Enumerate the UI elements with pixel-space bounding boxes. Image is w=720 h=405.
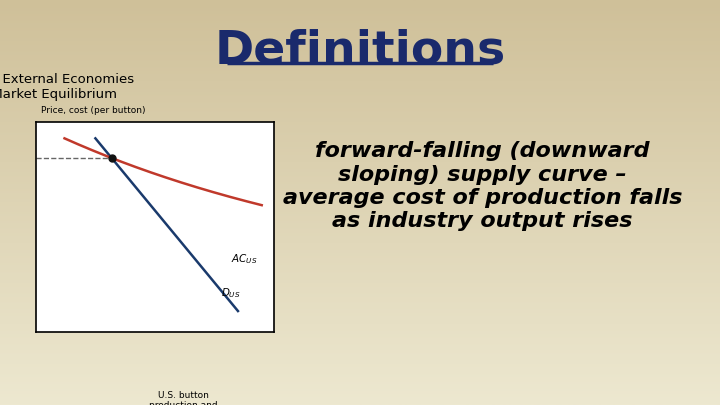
Text: Price, cost (per button): Price, cost (per button) [41,106,145,115]
Text: $D_{US}$: $D_{US}$ [221,286,241,300]
Text: forward-falling (downward
sloping) supply curve –
average cost of production fal: forward-falling (downward sloping) suppl… [283,141,682,231]
Text: Fig. 7-1: External Economies
and Market Equilibrium: Fig. 7-1: External Economies and Market … [0,73,134,101]
Text: U.S. button
production and
consumption: U.S. button production and consumption [149,391,217,405]
Text: Definitions: Definitions [215,28,505,73]
Text: $AC_{US}$: $AC_{US}$ [231,252,258,266]
